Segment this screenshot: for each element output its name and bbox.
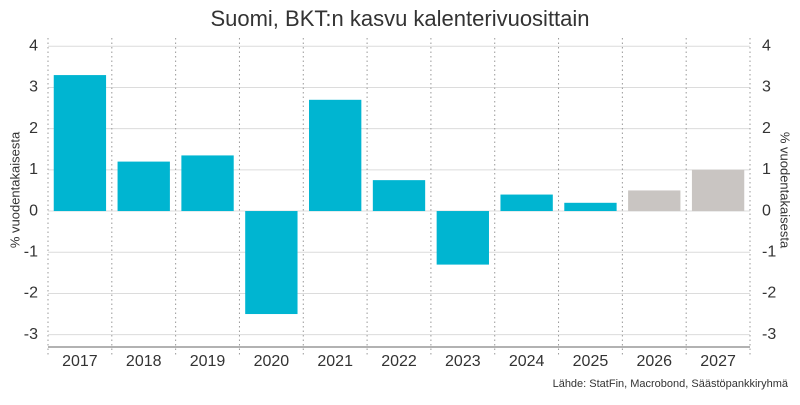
y2-axis-label: % vuodentakaisesta: [778, 132, 793, 249]
bar: [691, 169, 745, 212]
chart-title: Suomi, BKT:n kasvu kalenterivuosittain: [210, 6, 589, 31]
x-tick-label: 2023: [445, 353, 481, 370]
y-tick-label: 4: [29, 37, 38, 54]
x-tick-label: 2017: [62, 353, 98, 370]
y-tick-label: -1: [24, 243, 38, 260]
y2-tick-label: -2: [762, 285, 776, 302]
bar: [564, 202, 617, 212]
x-tick-label: 2024: [509, 353, 545, 370]
y-axis-label: % vuodentakaisesta: [7, 131, 22, 248]
y2-tick-label: -1: [762, 243, 776, 260]
x-tick-label: 2025: [573, 353, 609, 370]
x-tick-label: 2018: [126, 353, 162, 370]
x-tick-label: 2021: [317, 353, 353, 370]
y2-tick-label: 0: [762, 202, 771, 219]
bar: [500, 194, 553, 212]
x-tick-label: 2020: [254, 353, 290, 370]
bar: [117, 161, 170, 212]
y-tick-label: -2: [24, 285, 38, 302]
x-tick-label: 2026: [636, 353, 672, 370]
x-tick-label: 2027: [700, 353, 736, 370]
bar: [245, 211, 298, 315]
y2-tick-label: -3: [762, 326, 776, 343]
x-tick-label: 2019: [190, 353, 226, 370]
y2-tick-label: 3: [762, 79, 771, 96]
y-tick-label: -3: [24, 326, 38, 343]
bar: [628, 190, 681, 212]
y2-tick-label: 2: [762, 120, 771, 137]
y2-tick-label: 4: [762, 37, 771, 54]
y-tick-label: 3: [29, 79, 38, 96]
source: Lähde: StatFin, Macrobond, Säästöpankkir…: [553, 378, 789, 390]
y-tick-label: 2: [29, 120, 38, 137]
bar: [372, 180, 426, 212]
y-tick-label: 1: [29, 161, 38, 178]
y-tick-label: 0: [29, 202, 38, 219]
bar: [309, 99, 362, 212]
bar: [181, 155, 234, 212]
bar: [53, 75, 107, 212]
bar: [436, 211, 489, 265]
y2-tick-label: 1: [762, 161, 771, 178]
x-tick-label: 2022: [381, 353, 417, 370]
